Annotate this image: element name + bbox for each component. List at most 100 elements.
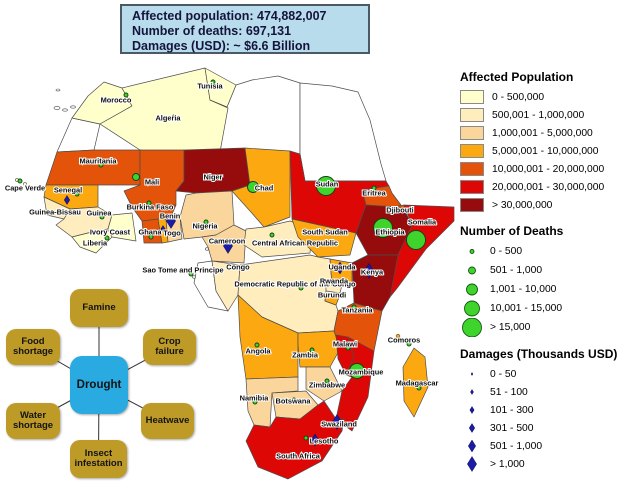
deaths-symbol-zimbabwe: [324, 378, 330, 384]
deaths-symbol-tanzania: [351, 304, 357, 310]
deaths-symbol-somalia: [406, 230, 426, 250]
color-swatch: [460, 144, 484, 158]
deaths-symbol-ghana: [148, 234, 154, 240]
country-label-cameroon: Cameroon: [209, 237, 246, 246]
country-label-senegal: Senegal: [54, 186, 82, 195]
country-label-congo: Congo: [226, 263, 250, 272]
country-label-morocco: Morocco: [101, 96, 132, 105]
legend-item-damages-5: > 1,000: [460, 455, 632, 473]
deaths-symbol-senegal: [74, 191, 80, 197]
country-label-car: Central African Republic: [252, 239, 338, 248]
country-label-namibia: Namibia: [240, 394, 270, 403]
country-label-kenya: Kenya: [361, 268, 384, 277]
deaths-symbol-mali: [132, 173, 140, 181]
country-label-comoros: Comoros: [388, 336, 420, 345]
legend-item-population-0: 0 - 500,000: [460, 88, 632, 106]
diagram-node-heatwave: Heatwave: [141, 403, 194, 439]
deaths-symbol-nigeria: [203, 219, 209, 225]
deaths-symbol-morocco: [123, 92, 129, 98]
country-label-chad: Chad: [255, 184, 274, 193]
damages-diamond-icon: [470, 388, 474, 395]
country-label-ivory_coast: Ivory Coast: [90, 228, 131, 237]
island-shape-0: [53, 106, 61, 110]
legend-item-label: 0 - 500: [490, 246, 523, 257]
country-label-ghana: Ghana: [139, 228, 163, 237]
country-label-benin: Benin: [160, 212, 181, 221]
legend-item-label: 500,001 - 1,000,000: [492, 109, 585, 121]
country-label-somalia: Somalia: [408, 218, 437, 227]
legend-item-population-3: 5,000,001 - 10,000,000: [460, 142, 632, 160]
country-label-botswana: Botswana: [276, 397, 312, 406]
diagram-node-drought: Drought: [70, 356, 128, 414]
country-label-swaziland: Swaziland: [321, 420, 357, 429]
diagram-node-food_shortage: Food shortage: [6, 329, 60, 365]
country-label-guinea: Guinea: [86, 209, 112, 218]
legend-item-damages-3: 301 - 500: [460, 419, 632, 437]
country-mauritania: [45, 149, 141, 186]
impact-summary-box: Affected population: 474,882,007 Number …: [120, 4, 370, 54]
damages-symbol-senegal: [63, 195, 71, 205]
damages-diamond-icon: [468, 422, 476, 433]
legend-damages-list: 0 - 50 51 - 100 101 - 300 301 - 500 501 - 1,…: [460, 365, 632, 473]
country-label-ethiopia: Ethiopia: [375, 228, 405, 237]
legend-title-number-of-deaths: Number of Deaths: [460, 224, 564, 238]
country-somalia: [387, 204, 455, 298]
country-label-mali: Mali: [145, 178, 159, 187]
country-label-madagascar: Madagascar: [396, 379, 439, 388]
country-egypt: [299, 82, 387, 182]
island-shape-6: [192, 275, 196, 279]
legend-item-label: 20,000,001 - 30,000,000: [492, 181, 605, 193]
legend-item-deaths-2: 1,001 - 10,000: [460, 280, 632, 299]
deaths-symbol-malawi: [345, 345, 351, 351]
country-label-algeria: Algeria: [155, 114, 181, 123]
country-label-tanzania: Tanzania: [341, 306, 373, 315]
country-label-sudan: Sudan: [316, 180, 339, 189]
deaths-symbol-comoros: [406, 341, 412, 347]
deaths-symbol-eritrea: [371, 185, 377, 191]
legend-item-label: 301 - 500: [490, 422, 534, 434]
country-label-liberia: Liberia: [83, 239, 108, 248]
island-shape-9: [402, 339, 406, 343]
diagram-node-crop_failure: Crop failure: [143, 329, 196, 365]
country-label-lesotho: Lesotho: [310, 437, 339, 446]
deaths-circle-icon: [462, 318, 482, 337]
country-label-mauritania: Mauritania: [80, 157, 118, 166]
country-mozambique: [335, 336, 375, 432]
country-label-djibouti: Djibouti: [386, 206, 414, 215]
country-label-burkina_faso: Burkina Faso: [127, 203, 174, 212]
country-south_sudan: [291, 218, 357, 258]
country-tunisia: [204, 67, 237, 108]
country-niger: [175, 147, 251, 194]
legend-panel: Affected Population 0 - 500,000 500,001 -…: [460, 70, 632, 473]
damages-diamond-icon: [467, 455, 477, 472]
deaths-circle-icon: [468, 266, 476, 275]
diagram-node-water_shortage: Water shortage: [6, 403, 60, 439]
color-swatch: [460, 108, 484, 122]
country-label-sao_tome: Sao Tome and Principe: [142, 266, 223, 275]
legend-item-label: > 30,000,000: [492, 199, 553, 211]
deaths-symbol-zambia: [309, 347, 315, 353]
country-rwanda: [325, 284, 343, 294]
legend-item-damages-1: 51 - 100: [460, 383, 632, 401]
deaths-total: Number of deaths: 697,131: [132, 24, 292, 38]
deaths-symbol-lesotho: [303, 435, 309, 441]
country-label-guinea_bissau: Guinea-Bissau: [29, 208, 81, 217]
legend-item-label: 10,001 - 15,000: [490, 303, 563, 314]
color-swatch: [460, 180, 484, 194]
deaths-circle-icon: [464, 300, 480, 317]
deaths-symbol-tunisia: [210, 79, 216, 85]
legend-title-affected-population: Affected Population: [460, 70, 574, 84]
damages-diamond-icon: [469, 405, 475, 414]
deaths-symbol-angola: [254, 342, 260, 348]
africa-map: Morocco Algeria Tunisia Mauritania Mali Niger…: [4, 67, 455, 480]
country-label-nigeria: Nigeria: [192, 222, 218, 231]
drought-diagram: Famine Food shortage Crop failure Water sho…: [2, 281, 200, 481]
legend-item-population-6: > 30,000,000: [460, 196, 632, 214]
legend-deaths-list: 0 - 500 501 - 1,000 1,001 - 10,000 10,001 -…: [460, 242, 632, 337]
country-ivory_coast: [107, 212, 137, 242]
legend-item-deaths-0: 0 - 500: [460, 242, 632, 261]
island-shape-5: [23, 182, 27, 186]
country-label-malawi: Malawi: [333, 340, 357, 349]
legend-item-label: > 1,000: [490, 458, 525, 470]
country-label-tunisia: Tunisia: [197, 82, 223, 91]
